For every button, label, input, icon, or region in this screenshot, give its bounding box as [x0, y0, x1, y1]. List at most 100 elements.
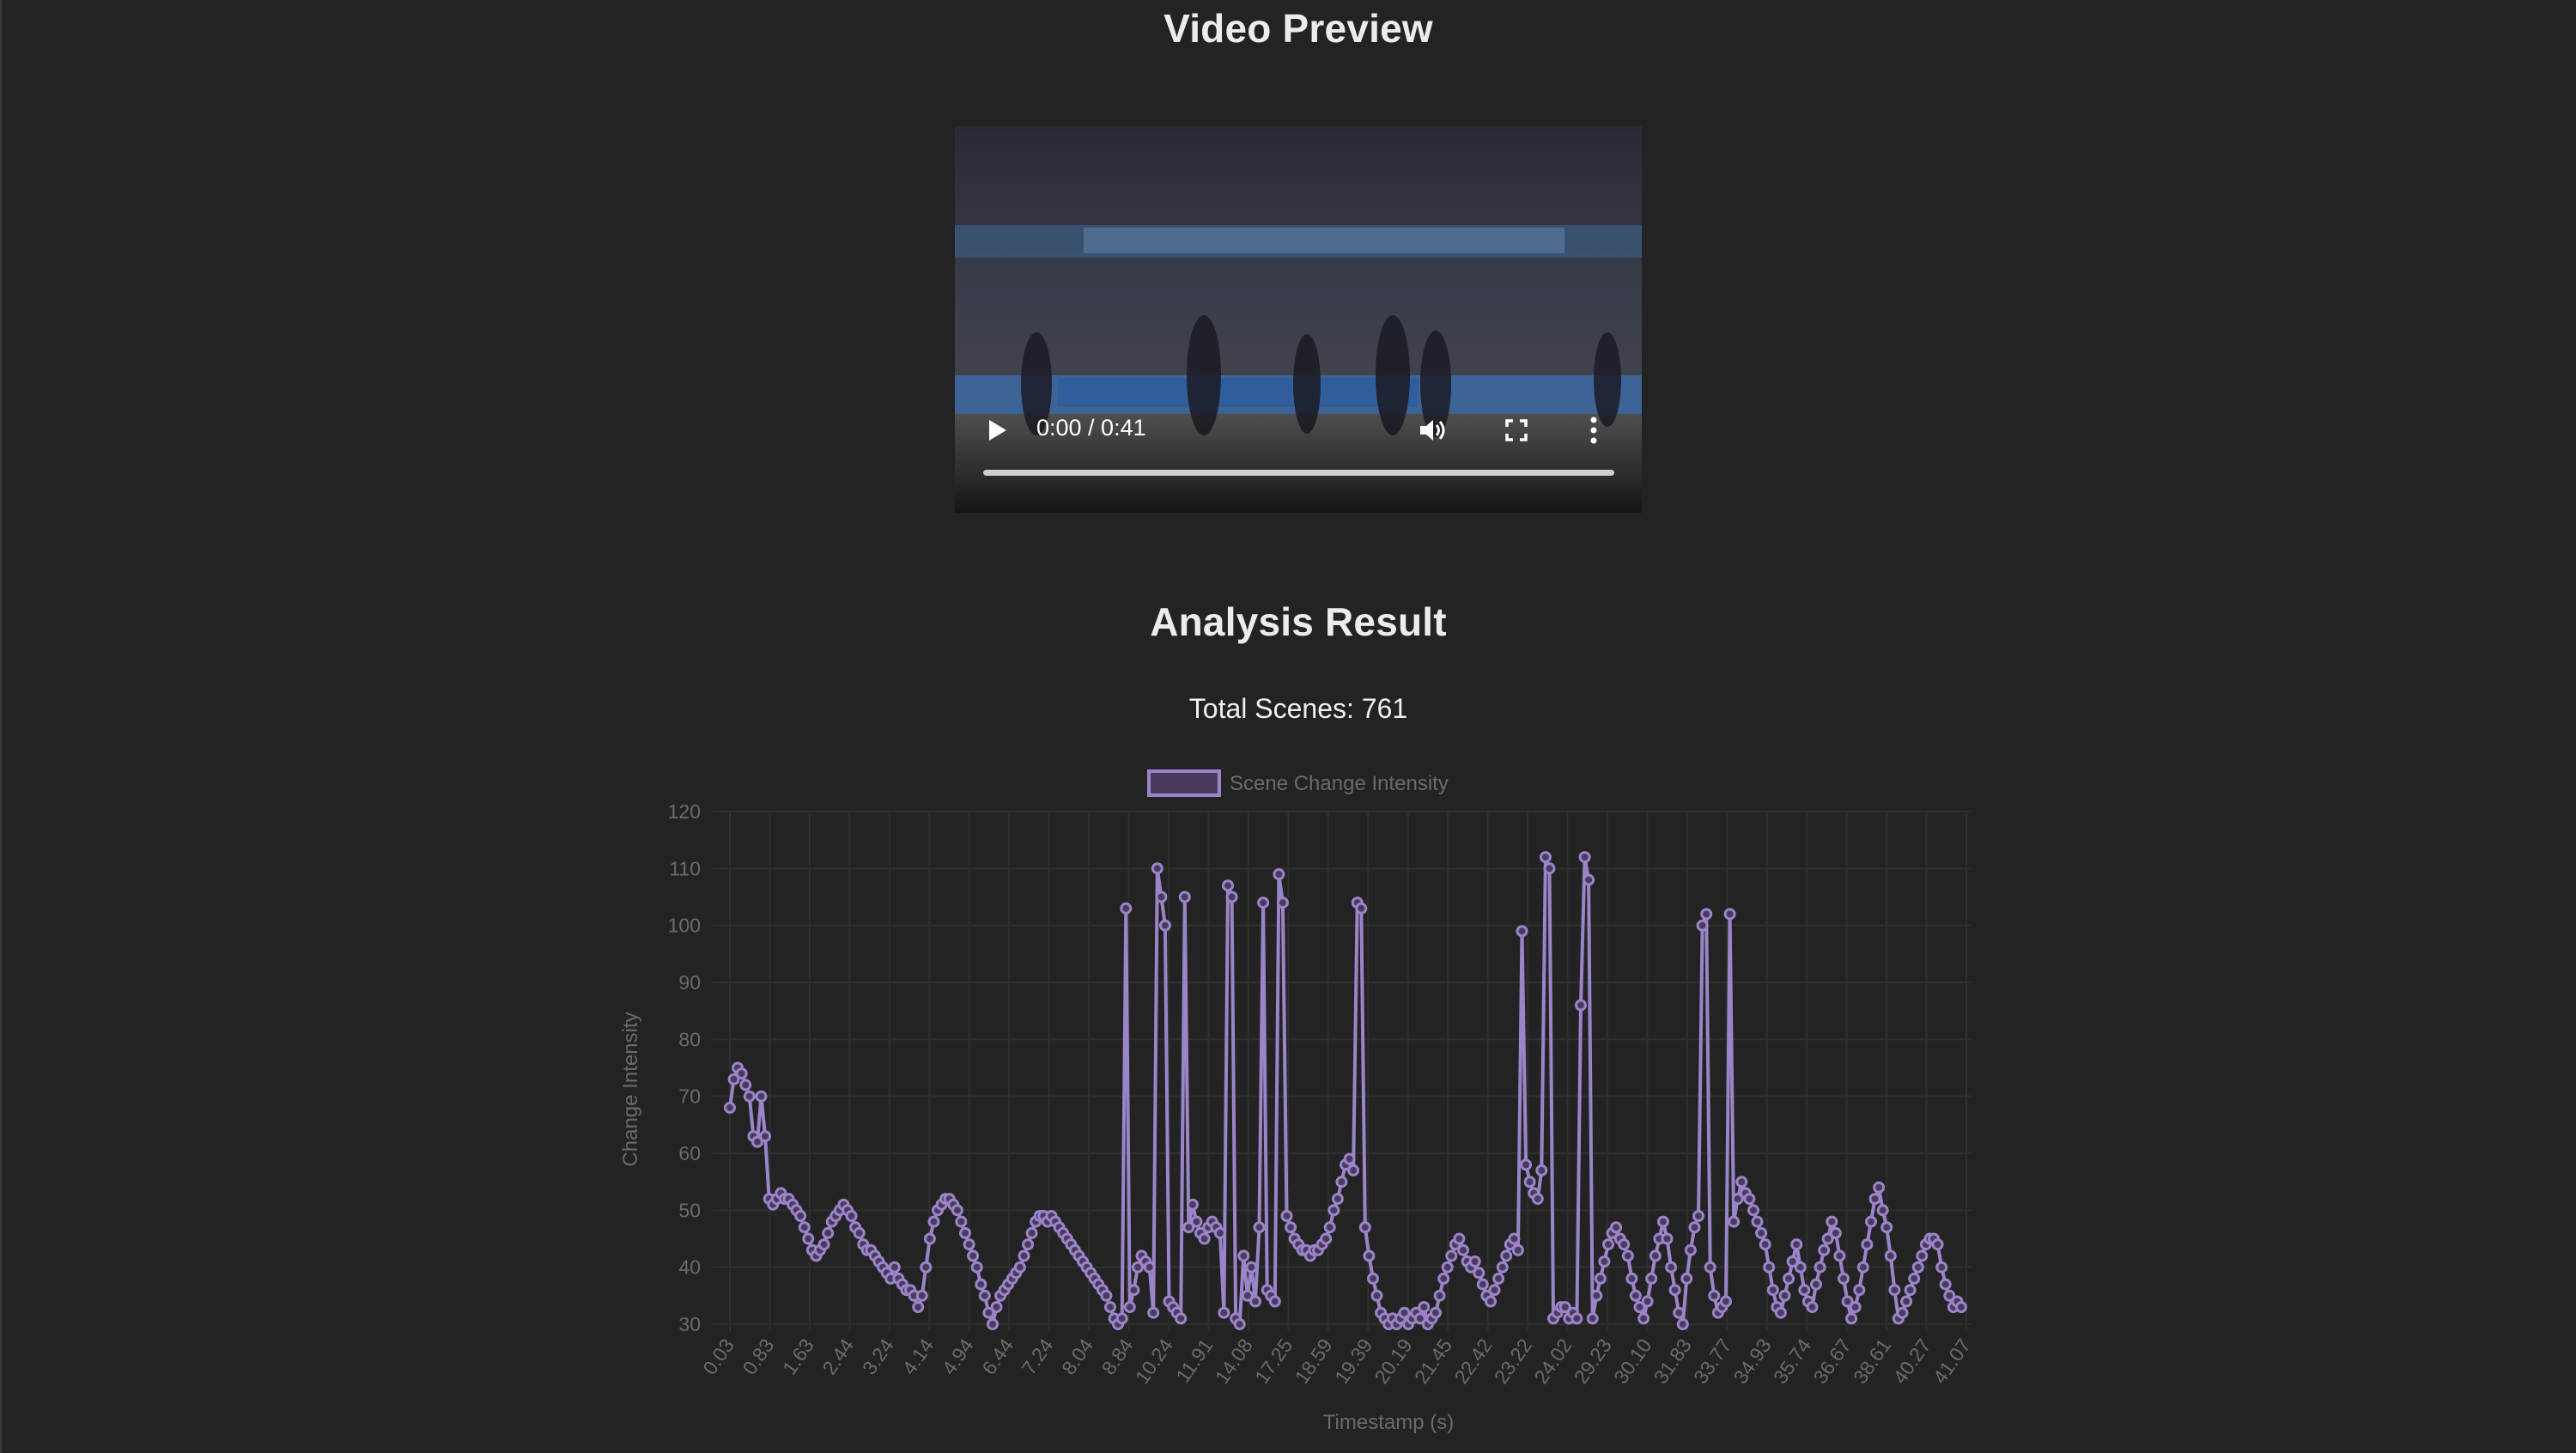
data-point — [888, 1261, 901, 1274]
data-point — [1468, 1255, 1481, 1268]
data-point — [1413, 1312, 1426, 1325]
data-point — [1543, 862, 1556, 875]
data-point — [955, 1215, 968, 1228]
data-point — [1751, 1215, 1764, 1228]
data-point — [1398, 1306, 1411, 1319]
data-point — [1641, 1295, 1654, 1308]
progress-bar[interactable] — [983, 470, 1614, 476]
data-point — [1916, 1249, 1929, 1262]
data-point — [1665, 1261, 1678, 1274]
data-point — [978, 1289, 991, 1302]
x-tick-label: 11.91 — [1171, 1334, 1217, 1387]
data-point — [1806, 1301, 1819, 1314]
data-point — [1516, 925, 1528, 938]
data-point — [1621, 1249, 1634, 1262]
data-point — [1696, 919, 1709, 932]
chart-series — [724, 851, 1967, 1330]
data-point — [1358, 1221, 1371, 1234]
data-point — [1821, 1232, 1834, 1245]
video-controls: 0:00 / 0:41 — [955, 126, 1642, 513]
x-tick-label: 2.44 — [817, 1334, 858, 1379]
data-point — [1433, 1289, 1446, 1302]
data-point — [1900, 1295, 1913, 1308]
data-point — [1861, 1238, 1874, 1251]
data-point — [1684, 1243, 1697, 1256]
data-point — [1285, 1221, 1297, 1234]
data-point — [1155, 891, 1168, 903]
data-point — [1233, 1318, 1246, 1330]
data-point — [1637, 1312, 1650, 1325]
y-tick-label: 90 — [678, 971, 701, 994]
data-point — [1578, 851, 1591, 864]
x-tick-label: 1.63 — [778, 1334, 818, 1379]
data-point — [1680, 1272, 1693, 1285]
data-point — [1370, 1289, 1383, 1302]
play-icon[interactable] — [987, 418, 1008, 442]
data-point — [1104, 1301, 1116, 1314]
data-point — [1594, 1272, 1607, 1285]
data-point — [1257, 897, 1270, 909]
data-point — [1688, 1221, 1701, 1234]
data-point — [1814, 1261, 1826, 1274]
data-point — [1237, 1249, 1250, 1262]
data-point — [1120, 902, 1133, 915]
data-point — [802, 1232, 815, 1245]
fullscreen-icon[interactable] — [1504, 418, 1528, 442]
x-tick-label: 8.84 — [1097, 1334, 1138, 1379]
x-tick-label: 3.24 — [858, 1334, 898, 1379]
data-point — [1939, 1278, 1952, 1291]
data-point — [1904, 1284, 1917, 1297]
data-point — [1437, 1272, 1450, 1285]
data-point — [1445, 1249, 1458, 1262]
data-point — [1833, 1249, 1846, 1262]
data-point — [1476, 1278, 1489, 1291]
y-axis-title: Change Intensity — [619, 1012, 642, 1166]
data-point — [1766, 1284, 1779, 1297]
video-preview-title: Video Preview — [1163, 6, 1433, 51]
data-point — [1273, 868, 1285, 880]
x-tick-label: 10.24 — [1131, 1334, 1177, 1388]
data-point — [735, 1067, 748, 1080]
data-point — [1473, 1267, 1485, 1280]
data-point — [1022, 1238, 1035, 1251]
data-point — [1190, 1215, 1203, 1228]
data-point — [743, 1090, 756, 1103]
data-point — [1441, 1261, 1454, 1274]
data-point — [927, 1215, 940, 1228]
volume-icon[interactable] — [1419, 416, 1449, 444]
more-options-icon[interactable] — [1589, 416, 1599, 444]
data-point — [1668, 1284, 1681, 1297]
data-point — [1327, 1204, 1340, 1217]
x-tick-label: 4.14 — [897, 1334, 938, 1379]
data-point — [1629, 1289, 1642, 1302]
data-point — [1158, 919, 1171, 932]
data-point — [1720, 1295, 1732, 1308]
y-tick-label: 60 — [678, 1142, 701, 1164]
data-point — [1747, 1204, 1759, 1217]
data-point — [1645, 1272, 1658, 1285]
data-point — [1838, 1272, 1850, 1285]
data-point — [1868, 1193, 1881, 1206]
x-tick-label: 8.04 — [1057, 1334, 1097, 1379]
data-point — [912, 1301, 925, 1314]
x-tick-label: 20.19 — [1370, 1334, 1416, 1388]
video-player[interactable]: 0:00 / 0:41 — [955, 126, 1642, 513]
data-point — [1649, 1249, 1662, 1262]
data-point — [1430, 1306, 1442, 1319]
data-point — [1763, 1261, 1776, 1274]
chart-legend[interactable]: Scene Change Intensity — [1147, 769, 1449, 797]
data-point — [1331, 1193, 1344, 1206]
data-point — [1676, 1318, 1689, 1330]
y-tick-label: 30 — [678, 1313, 701, 1335]
data-point — [1485, 1295, 1497, 1308]
data-point — [1602, 1238, 1614, 1251]
data-point — [1225, 891, 1238, 903]
data-point — [1810, 1278, 1822, 1291]
data-point — [1896, 1306, 1909, 1319]
data-point — [1127, 1284, 1140, 1297]
data-point — [1908, 1272, 1921, 1285]
data-point — [1818, 1243, 1831, 1256]
data-point — [1841, 1295, 1854, 1308]
data-point — [1790, 1238, 1803, 1251]
